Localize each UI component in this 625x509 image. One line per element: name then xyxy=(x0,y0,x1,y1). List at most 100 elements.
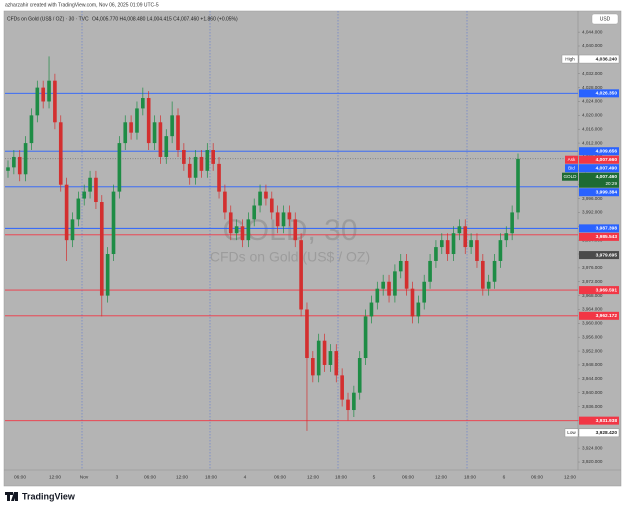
price-tag xyxy=(579,416,619,425)
candle-body xyxy=(258,191,262,206)
price-tag xyxy=(579,311,619,320)
y-tick-label: 3,948.000 xyxy=(582,362,603,367)
candle-body xyxy=(82,191,87,199)
price-tag-label: 4,036.240 xyxy=(596,56,618,62)
price-tag xyxy=(579,286,619,295)
candle-body xyxy=(6,167,10,171)
currency-button[interactable] xyxy=(591,13,619,25)
price-tag xyxy=(578,54,620,64)
candle-body xyxy=(293,219,298,241)
price-tag xyxy=(579,232,619,241)
candle-body xyxy=(475,240,479,261)
price-tag xyxy=(578,428,620,438)
candle-body xyxy=(439,240,444,248)
candle-body xyxy=(398,260,403,272)
candle-body xyxy=(234,226,239,234)
y-tick-label: 3,924.000 xyxy=(582,445,603,450)
logo-mark xyxy=(5,492,18,501)
price-tag xyxy=(579,155,619,164)
candle-body xyxy=(340,375,344,400)
y-tick-label: 3,944.000 xyxy=(582,376,603,381)
watermark-subtitle: CFDs on Gold (US$ / OZ) xyxy=(210,249,370,265)
candle-body xyxy=(246,219,251,241)
x-tick-label: 4 xyxy=(244,474,247,480)
candle-body xyxy=(357,358,362,393)
candle-body xyxy=(164,136,169,157)
currency[interactable]: USD xyxy=(600,16,611,22)
candle-body xyxy=(146,98,151,144)
price-tag-label: 4,007.490 xyxy=(596,165,618,171)
price-tag-label: 3,999.384 xyxy=(596,189,618,195)
y-tick-label: 4,016.000 xyxy=(582,126,603,131)
y-tick-label: 3,920.000 xyxy=(582,459,603,464)
x-tick-label: 12:00 xyxy=(49,474,61,480)
candle-body xyxy=(504,233,509,241)
candle-body xyxy=(328,351,333,365)
candle-body xyxy=(516,158,520,213)
candle-body xyxy=(223,191,227,213)
price-tag-name: Bid xyxy=(568,165,575,170)
candle-body xyxy=(187,163,192,178)
candle-body xyxy=(170,115,174,137)
candle-body xyxy=(94,177,98,203)
x-tick-label: 12:00 xyxy=(435,474,447,480)
candle-body xyxy=(305,309,309,359)
x-tick-label: 06:00 xyxy=(402,474,414,480)
candle-body xyxy=(486,281,491,289)
price-tag xyxy=(579,172,619,188)
candle-body xyxy=(41,87,45,102)
price-tag-name: Ask xyxy=(568,157,576,162)
candle-body xyxy=(434,247,438,261)
candle-body xyxy=(228,212,233,234)
candle-body xyxy=(117,143,122,192)
y-tick-label: 3,952.000 xyxy=(582,348,603,353)
candle-body xyxy=(217,163,221,192)
candle-body xyxy=(17,156,22,175)
candle-body xyxy=(205,150,210,171)
legend-symbol: CFDs on Gold (US$ / OZ) · 30 · TVC xyxy=(7,16,89,22)
price-tag-label: 4,026.350 xyxy=(596,91,618,97)
x-tick-label: 3 xyxy=(116,474,119,480)
y-tick-label: 4,020.000 xyxy=(582,113,603,118)
x-tick-label: Nov xyxy=(80,474,89,480)
price-tag xyxy=(579,251,619,260)
x-tick-label: 18:00 xyxy=(464,474,476,480)
price-tag-prefix xyxy=(562,172,578,181)
candle-body xyxy=(422,281,427,303)
candle-body xyxy=(492,260,497,282)
candle-body xyxy=(404,260,409,289)
countdown: 20:29 xyxy=(606,181,618,186)
x-tick-label: 12:00 xyxy=(564,474,576,480)
candle-body xyxy=(199,156,204,171)
y-tick-label: 4,040.000 xyxy=(582,43,603,48)
y-tick-label: 3,992.000 xyxy=(582,210,603,215)
candle-body xyxy=(299,240,303,310)
candle-body xyxy=(135,108,139,133)
candle-body xyxy=(64,184,69,241)
candle-body xyxy=(152,122,157,144)
candle-body xyxy=(381,281,385,289)
candle-body xyxy=(70,219,75,241)
y-tick-label: 3,964.000 xyxy=(582,307,603,312)
candle-body xyxy=(58,122,63,185)
candle-body xyxy=(387,281,391,296)
candle-body xyxy=(158,122,163,157)
x-tick-label: 18:00 xyxy=(335,474,347,480)
candle-body xyxy=(141,98,145,109)
candle-body xyxy=(334,351,339,376)
candle-body xyxy=(469,240,473,248)
candle-body xyxy=(281,212,286,227)
candle-body xyxy=(410,288,415,317)
price-tag-name: High xyxy=(565,56,575,61)
credit: azharzahir created with TradingView.com,… xyxy=(5,2,159,8)
y-tick-label: 3,968.000 xyxy=(582,293,603,298)
x-tick-label: 6 xyxy=(503,474,506,480)
price-tag-label: 3,962.172 xyxy=(596,313,618,319)
candle-body xyxy=(393,271,397,296)
candle-body xyxy=(264,191,268,199)
candle-body xyxy=(193,156,198,178)
candle-body xyxy=(369,302,374,317)
candle-body xyxy=(12,156,16,168)
price-tag-label: 4,007.660 xyxy=(596,157,618,163)
candle-body xyxy=(35,87,40,116)
